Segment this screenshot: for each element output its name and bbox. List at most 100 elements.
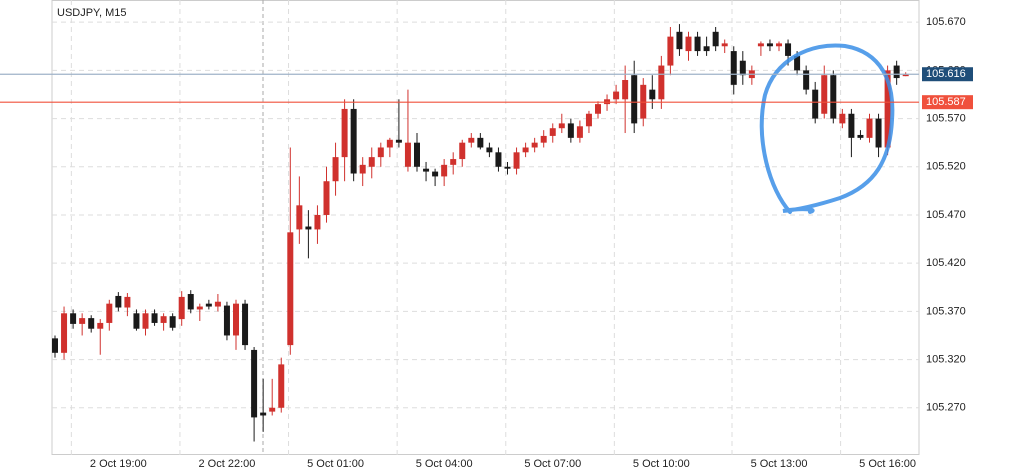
candle-body — [595, 104, 601, 114]
candle-body — [178, 296, 185, 320]
candle-body — [558, 123, 565, 129]
y-tick-label: 105.470 — [926, 209, 966, 221]
x-tick-label: 5 Oct 13:00 — [751, 458, 808, 470]
candle-body — [776, 43, 782, 47]
candle-body — [459, 142, 466, 160]
candle-body — [468, 137, 475, 143]
candle-body — [223, 305, 230, 336]
candle-body — [667, 36, 674, 66]
x-tick-label: 5 Oct 07:00 — [524, 458, 581, 470]
candle-body — [205, 303, 212, 307]
candle-body — [522, 147, 529, 153]
candle-body — [486, 147, 493, 153]
candle-body — [386, 139, 393, 148]
x-tick-label: 5 Oct 01:00 — [307, 458, 364, 470]
candle-body — [567, 123, 574, 138]
candle-body — [52, 338, 58, 353]
candle-body — [341, 108, 348, 158]
candle-body — [214, 301, 221, 307]
plot-frame — [51, 0, 920, 455]
candle-body — [61, 313, 68, 353]
candle-body — [649, 89, 656, 100]
x-tick-label: 5 Oct 10:00 — [633, 458, 690, 470]
candle-body — [812, 89, 819, 119]
candle-body — [368, 157, 375, 167]
candle-body — [495, 152, 502, 167]
price-label: 105.616 — [926, 68, 966, 80]
candle-body — [377, 147, 384, 158]
candle-body — [504, 166, 511, 169]
candle-body — [513, 152, 520, 169]
candle-body — [857, 134, 864, 138]
x-tick-label: 5 Oct 04:00 — [416, 458, 473, 470]
hand-drawn-circle — [759, 43, 895, 214]
candle-body — [712, 31, 719, 47]
candle-body — [477, 137, 484, 148]
candle-body — [160, 316, 167, 323]
candle-body — [540, 135, 547, 143]
candle-body — [142, 313, 149, 329]
candle-body — [839, 113, 846, 124]
candle-body — [848, 113, 855, 138]
candle-body — [97, 322, 104, 329]
candle-body — [124, 296, 131, 308]
candle-body — [830, 75, 837, 119]
candle-body — [88, 318, 95, 329]
candle-body — [531, 142, 538, 148]
candle-body — [287, 232, 294, 346]
candle-body — [187, 294, 194, 310]
candle-body — [106, 303, 113, 323]
y-tick-label: 105.320 — [926, 353, 966, 365]
candle-body — [269, 407, 276, 412]
candle-body — [169, 316, 176, 328]
candle-body — [151, 313, 158, 323]
candle-body — [314, 214, 321, 230]
x-tick-label: 2 Oct 22:00 — [199, 458, 256, 470]
candle-body — [414, 142, 420, 167]
candle-body — [884, 70, 891, 148]
candle-body — [685, 36, 692, 52]
x-tick-label: 5 Oct 16:00 — [859, 458, 916, 470]
price-label-box — [922, 67, 973, 82]
candle-body — [730, 51, 737, 85]
candle-body — [703, 46, 710, 52]
candle-body — [242, 303, 249, 346]
candle-body — [423, 168, 430, 172]
candle-body — [196, 306, 203, 310]
candle-body — [576, 126, 583, 138]
x-tick-label: 2 Oct 19:00 — [90, 458, 147, 470]
candle-body — [359, 164, 366, 174]
candle-body — [305, 226, 312, 230]
candle-body — [79, 318, 86, 324]
candle-body — [585, 113, 592, 127]
candle-body — [450, 159, 457, 165]
candle-body — [658, 65, 665, 100]
y-tick-label: 105.420 — [926, 257, 966, 269]
candle-body — [133, 313, 140, 329]
candle-body — [296, 205, 303, 230]
candle-body — [278, 364, 285, 408]
candle-body — [622, 80, 629, 100]
y-tick-label: 105.270 — [926, 402, 966, 414]
y-tick-label: 105.370 — [926, 305, 966, 317]
candle-body — [432, 171, 439, 177]
price-label: 105.587 — [926, 96, 966, 108]
candle-body — [395, 139, 402, 143]
candle-body — [757, 43, 764, 47]
candle-body — [115, 295, 122, 308]
candle-body — [549, 128, 556, 136]
candle-body — [441, 164, 448, 177]
candle-body — [803, 70, 810, 90]
candle-body — [785, 43, 792, 56]
candle-body — [721, 43, 728, 47]
candle-body — [893, 65, 900, 79]
candle-body — [70, 313, 77, 324]
candle-body — [613, 91, 620, 100]
candle-body — [766, 43, 773, 47]
candle-body — [404, 142, 411, 167]
y-tick-label: 105.570 — [926, 112, 966, 124]
y-tick-label: 105.670 — [926, 16, 966, 28]
candle-body — [350, 108, 357, 174]
candle-body — [251, 349, 258, 418]
